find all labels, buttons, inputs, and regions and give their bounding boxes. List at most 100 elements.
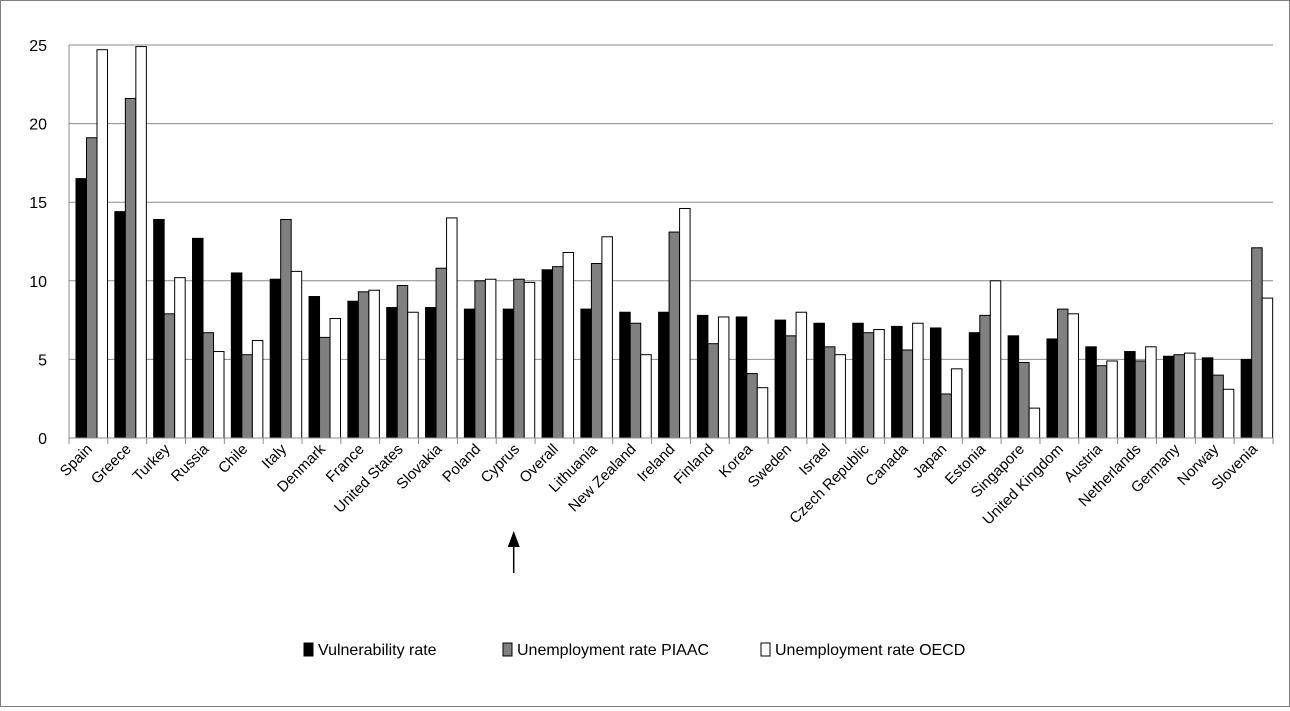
- bar-vulnerability: [696, 314, 709, 439]
- bar-oecd: [834, 354, 846, 439]
- bar-vulnerability: [425, 307, 437, 439]
- x-category-label: Greece: [88, 441, 135, 488]
- bar-piaac: [124, 97, 137, 439]
- bar-piaac: [1134, 360, 1147, 439]
- bar-piaac: [979, 314, 991, 439]
- y-tick-label: 15: [29, 195, 47, 212]
- bar-piaac: [396, 285, 409, 439]
- bar-vulnerability: [852, 322, 864, 439]
- legend-label: Vulnerability rate: [318, 642, 437, 659]
- bar-oecd: [251, 340, 264, 439]
- highlight-arrow: [507, 531, 520, 573]
- bar-vulnerability: [347, 300, 359, 439]
- bar-vulnerability: [463, 308, 476, 439]
- bar-vulnerability: [230, 272, 243, 439]
- bar-oecd: [795, 311, 808, 439]
- bar-piaac: [1095, 365, 1108, 439]
- bar-piaac: [319, 336, 331, 439]
- bar-piaac: [474, 280, 486, 439]
- legend-label: Unemployment rate PIAAC: [517, 642, 709, 659]
- bar-oecd: [96, 49, 108, 439]
- bar-piaac: [901, 349, 914, 439]
- bar-piaac: [1018, 362, 1030, 439]
- bar-vulnerability: [929, 327, 942, 439]
- bar-piaac: [513, 278, 525, 439]
- bar-piaac: [862, 332, 875, 439]
- bar-vulnerability: [75, 178, 87, 439]
- x-category-label: Turkey: [130, 440, 174, 484]
- bar-vulnerability: [891, 325, 903, 439]
- bar-vulnerability: [114, 211, 126, 439]
- bar-oecd: [135, 46, 147, 439]
- bar-oecd: [1067, 313, 1079, 439]
- bar-vulnerability: [1007, 335, 1020, 439]
- bar-vulnerability: [192, 237, 204, 439]
- bar-oecd: [1106, 360, 1118, 439]
- bar-piaac: [86, 137, 98, 439]
- axes: [68, 45, 1274, 444]
- bar-vulnerability: [269, 278, 282, 439]
- bar-piaac: [280, 218, 292, 439]
- legend-swatch: [303, 642, 314, 657]
- bar-piaac: [241, 354, 253, 439]
- bar-vulnerability: [968, 332, 981, 439]
- bar-oecd: [1028, 407, 1041, 439]
- bar-piaac: [668, 231, 681, 439]
- x-category-label: Cyprus: [478, 441, 524, 487]
- legend-item: Vulnerability rate: [303, 642, 437, 659]
- bar-oecd: [562, 252, 575, 439]
- bar-piaac: [707, 343, 719, 439]
- bar-piaac: [940, 393, 952, 439]
- bar-oecd: [601, 236, 613, 439]
- bar-vulnerability: [308, 296, 321, 439]
- bar-piaac: [746, 373, 758, 439]
- bar-oecd: [329, 318, 342, 439]
- x-category-label: Ireland: [634, 441, 678, 485]
- bar-piaac: [785, 335, 797, 439]
- bar-piaac: [1212, 374, 1224, 439]
- legend-item: Unemployment rate PIAAC: [502, 642, 709, 659]
- legend-swatch: [502, 642, 513, 657]
- bar-oecd: [717, 316, 730, 439]
- bar-vulnerability: [1124, 351, 1136, 439]
- bar-piaac: [552, 266, 564, 439]
- x-category-label: Russia: [168, 440, 213, 485]
- bar-vulnerability: [1085, 346, 1097, 439]
- legend-swatch: [760, 642, 771, 657]
- bar-vulnerability: [502, 308, 515, 439]
- bar-vulnerability: [1201, 357, 1214, 439]
- bar-oecd: [407, 311, 419, 439]
- y-tick-label: 5: [38, 352, 47, 369]
- x-category-label: Sweden: [745, 441, 795, 491]
- bar-vulnerability: [813, 322, 825, 439]
- bar-piaac: [1251, 247, 1263, 439]
- bar-oecd: [1222, 388, 1235, 439]
- bar-vulnerability: [619, 311, 631, 439]
- bar-piaac: [163, 313, 176, 439]
- bar-piaac: [357, 291, 370, 439]
- x-category-label: Canada: [862, 440, 912, 490]
- bar-oecd: [950, 368, 963, 439]
- x-category-label: Poland: [439, 441, 484, 486]
- bar-vulnerability: [1162, 355, 1175, 439]
- bar-oecd: [484, 278, 497, 439]
- bar-oecd: [912, 322, 924, 439]
- bar-oecd: [989, 280, 1002, 439]
- bar-oecd: [368, 289, 380, 439]
- bar-oecd: [640, 354, 652, 439]
- bar-oecd: [446, 217, 458, 439]
- bar-oecd: [679, 207, 691, 439]
- bar-vulnerability: [658, 311, 670, 439]
- bar-piaac: [823, 346, 836, 439]
- y-tick-label: 25: [29, 38, 47, 55]
- legend-label: Unemployment rate OECD: [775, 642, 965, 659]
- bar-vulnerability: [541, 269, 554, 439]
- bar-oecd: [523, 281, 536, 439]
- bar-oecd: [290, 270, 303, 439]
- bar-piaac: [629, 322, 642, 439]
- bar-vulnerability: [774, 319, 787, 439]
- bar-vulnerability: [153, 218, 165, 439]
